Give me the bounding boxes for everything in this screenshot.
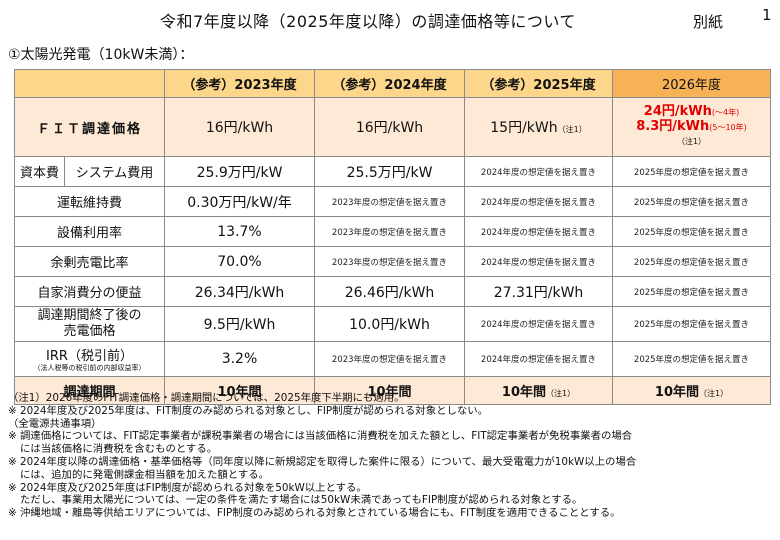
irr-2024: 2023年度の想定値を据え置き: [314, 341, 465, 377]
system-cost-2023: 25.9万円/kW: [164, 156, 315, 187]
header-blank: [14, 69, 165, 98]
fit-2025-value: 15円/kWh: [490, 120, 558, 136]
period-2026-note: （注1）: [699, 389, 729, 398]
surplus-2026: 2025年度の想定値を据え置き: [612, 246, 771, 277]
col-header-2025: （参考）2025年度: [464, 69, 613, 98]
self-2025: 27.31円/kWh: [464, 276, 613, 307]
postperiod-2023: 9.5円/kWh: [164, 306, 315, 342]
fit-2026-line1: 24円/kWh(～4年): [615, 105, 768, 120]
capacity-2023: 13.7%: [164, 216, 315, 247]
note-line: ただし、事業用太陽光については、一定の条件を満たす場合には50kW未満であっても…: [20, 494, 583, 507]
note-line: ※ 沖縄地域・離島等供給エリアについては、FIP制度のみ認められる対象とされてい…: [8, 507, 621, 520]
table-row-self-consumption: 自家消費分の便益 26.34円/kWh 26.46円/kWh 27.31円/kW…: [14, 276, 771, 307]
period-2025-value: 10年間: [501, 385, 546, 400]
table-row-fit: ＦＩＴ調達価格 16円/kWh 16円/kWh 15円/kWh（注1） 24円/…: [14, 97, 771, 157]
irr-sublabel: （法人税等の税引前の内部収益率）: [33, 364, 146, 372]
note-line: ※ 2024年度以降の調達価格・基準価格等（同年度以降に新規認定を取得した案件に…: [8, 455, 637, 468]
row-label-postperiod: 調達期間終了後の 売電価格: [14, 306, 165, 342]
om-2023: 0.30万円/kW/年: [164, 186, 315, 217]
fit-2026-price1: 24円/kWh: [643, 104, 712, 119]
fit-2025: 15円/kWh（注1）: [464, 97, 613, 157]
fit-2023: 16円/kWh: [164, 97, 315, 157]
row-label-irr: IRR（税引前） （法人税等の税引前の内部収益率）: [14, 341, 165, 377]
fit-2026-range1: (～4年): [711, 108, 740, 117]
postperiod-label-line2: 売電価格: [63, 324, 116, 339]
note-line: ※ 調達価格については、FIT認定事業者が課税事業者の場合には当該価格に消費税を…: [8, 430, 633, 443]
system-cost-2024: 25.5万円/kW: [314, 156, 465, 187]
note-line: ※ 2024年度及び2025年度は、FIT制度のみ認められる対象とし、FIP制度…: [8, 404, 489, 417]
surplus-2024: 2023年度の想定値を据え置き: [314, 246, 465, 277]
postperiod-2026: 2025年度の想定値を据え置き: [612, 306, 771, 342]
period-2025-note: （注1）: [546, 389, 576, 398]
fit-2024: 16円/kWh: [314, 97, 465, 157]
table-row-period: 調達期間 10年間 10年間 10年間（注1） 10年間（注1）: [14, 376, 771, 405]
note-line: ※ 2024年度及び2025年度はFIP制度が認められる対象を50kW以上とする…: [8, 481, 367, 494]
price-table: （参考）2023年度 （参考）2024年度 （参考）2025年度 2026年度 …: [14, 69, 771, 405]
system-cost-2026: 2025年度の想定値を据え置き: [612, 156, 771, 187]
period-2025: 10年間（注1）: [464, 376, 613, 405]
fit-2026-range2: (5～10年): [709, 123, 747, 132]
self-2026: 2025年度の想定値を据え置き: [612, 276, 771, 307]
om-2025: 2024年度の想定値を据え置き: [464, 186, 613, 217]
row-label-system-cost: システム費用: [64, 156, 165, 187]
row-label-fit: ＦＩＴ調達価格: [14, 97, 165, 157]
page-number: 1: [762, 6, 772, 24]
row-label-om: 運転維持費: [14, 186, 165, 217]
self-2024: 26.46円/kWh: [314, 276, 465, 307]
irr-2023: 3.2%: [164, 341, 315, 377]
period-2024: 10年間: [314, 376, 465, 405]
surplus-2025: 2024年度の想定値を据え置き: [464, 246, 613, 277]
note-line: には当該価格に消費税を含むものとする。: [20, 443, 218, 456]
postperiod-label-line1: 調達期間終了後の: [37, 308, 142, 323]
system-cost-2025: 2024年度の想定値を据え置き: [464, 156, 613, 187]
table-row-om: 運転維持費 0.30万円/kW/年 2023年度の想定値を据え置き 2024年度…: [14, 186, 771, 217]
table-header-row: （参考）2023年度 （参考）2024年度 （参考）2025年度 2026年度: [14, 69, 771, 98]
row-label-period: 調達期間: [14, 376, 165, 405]
fit-2026-price2: 8.3円/kWh: [636, 119, 710, 134]
irr-label: IRR（税引前）: [46, 349, 133, 364]
col-header-2024: （参考）2024年度: [314, 69, 465, 98]
om-2024: 2023年度の想定値を据え置き: [314, 186, 465, 217]
irr-2026: 2025年度の想定値を据え置き: [612, 341, 771, 377]
capacity-2026: 2025年度の想定値を据え置き: [612, 216, 771, 247]
row-label-self: 自家消費分の便益: [14, 276, 165, 307]
fit-2025-note: （注1）: [557, 125, 587, 134]
surplus-2023: 70.0%: [164, 246, 315, 277]
table-row-postperiod: 調達期間終了後の 売電価格 9.5円/kWh 10.0円/kWh 2024年度の…: [14, 306, 771, 342]
note-line: には、追加的に発電側課金相当額を加えた額とする。: [20, 468, 270, 481]
row-label-capital: 資本費: [14, 156, 65, 187]
postperiod-2025: 2024年度の想定値を据え置き: [464, 306, 613, 342]
fit-2026-note: （注1）: [676, 137, 707, 146]
capacity-2025: 2024年度の想定値を据え置き: [464, 216, 613, 247]
annex-label: 別紙: [693, 13, 724, 31]
fit-2026-line2: 8.3円/kWh(5～10年): [615, 120, 768, 135]
table-row-irr: IRR（税引前） （法人税等の税引前の内部収益率） 3.2% 2023年度の想定…: [14, 341, 771, 377]
notes-block: （注1）2026年度のFIT調達価格・調達期間については、2025年度下半期にも…: [8, 392, 778, 520]
row-label-capacity: 設備利用率: [14, 216, 165, 247]
row-label-surplus: 余剰売電比率: [14, 246, 165, 277]
table-row-system-cost: 資本費 システム費用 25.9万円/kW 25.5万円/kW 2024年度の想定…: [14, 156, 771, 187]
fit-2026: 24円/kWh(～4年) 8.3円/kWh(5～10年) （注1）: [612, 97, 771, 157]
note-line: （全電源共通事項）: [8, 417, 102, 430]
irr-2025: 2024年度の想定値を据え置き: [464, 341, 613, 377]
period-2026: 10年間（注1）: [612, 376, 771, 405]
section-title: ①太陽光発電（10kW未満）：: [8, 47, 194, 63]
note-line: （注1）2026年度のFIT調達価格・調達期間については、2025年度下半期にも…: [8, 392, 405, 404]
postperiod-2024: 10.0円/kWh: [314, 306, 465, 342]
om-2026: 2025年度の想定値を据え置き: [612, 186, 771, 217]
col-header-2023: （参考）2023年度: [164, 69, 315, 98]
col-header-2026: 2026年度: [612, 69, 771, 98]
table-row-surplus: 余剰売電比率 70.0% 2023年度の想定値を据え置き 2024年度の想定値を…: [14, 246, 771, 277]
period-2026-value: 10年間: [654, 385, 699, 400]
capacity-2024: 2023年度の想定値を据え置き: [314, 216, 465, 247]
self-2023: 26.34円/kWh: [164, 276, 315, 307]
table-row-capacity: 設備利用率 13.7% 2023年度の想定値を据え置き 2024年度の想定値を据…: [14, 216, 771, 247]
page-title: 令和7年度以降（2025年度以降）の調達価格等について: [160, 12, 576, 31]
